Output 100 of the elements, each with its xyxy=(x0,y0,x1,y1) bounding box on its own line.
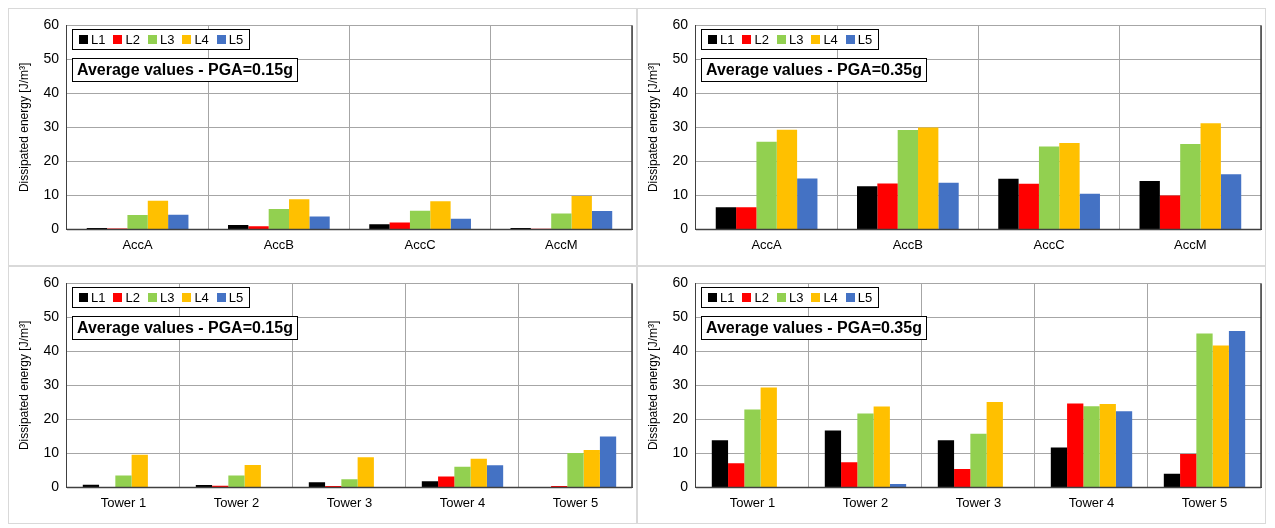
legend-label: L1 xyxy=(89,32,106,48)
y-tick-label: 40 xyxy=(672,84,689,101)
bar xyxy=(369,224,390,229)
x-tick-label: AccA xyxy=(751,236,783,252)
legend-label: L3 xyxy=(158,290,175,306)
bar xyxy=(567,453,584,487)
bar xyxy=(1196,333,1213,487)
bar xyxy=(986,402,1003,487)
bar xyxy=(228,475,245,487)
x-tick-label: AccC xyxy=(404,236,436,252)
y-tick-label: 20 xyxy=(43,152,60,169)
bar xyxy=(744,409,761,487)
legend-label: L4 xyxy=(822,290,838,306)
bar xyxy=(1079,193,1100,229)
bar xyxy=(970,433,987,487)
bar xyxy=(715,207,737,229)
bar xyxy=(168,214,189,229)
y-tick-label: 20 xyxy=(43,410,60,427)
y-tick-label: 50 xyxy=(43,50,60,67)
bar xyxy=(841,462,858,487)
bar xyxy=(409,210,431,229)
bar xyxy=(268,209,290,229)
annotation: Average values - PGA=0.15g xyxy=(71,316,298,341)
bar xyxy=(1200,123,1221,229)
bar xyxy=(1115,411,1133,487)
bar xyxy=(430,201,451,229)
bar xyxy=(244,464,261,487)
x-tick-label: Tower 5 xyxy=(1181,494,1228,510)
bar xyxy=(937,440,955,487)
y-tick-label: 30 xyxy=(672,376,689,393)
bar xyxy=(938,182,959,229)
bar xyxy=(1228,331,1246,487)
bar xyxy=(289,199,310,229)
bar xyxy=(450,218,471,229)
x-tick-label: AccC xyxy=(1033,236,1065,252)
bar xyxy=(470,458,487,487)
bar xyxy=(760,387,777,487)
y-tick-label: 10 xyxy=(672,186,689,203)
bar xyxy=(897,130,919,229)
bar xyxy=(736,207,757,229)
bar xyxy=(918,127,939,229)
bar xyxy=(131,454,148,487)
y-tick-label: 10 xyxy=(43,186,60,203)
bar xyxy=(454,466,471,487)
bar xyxy=(1180,144,1201,229)
y-tick-label: 60 xyxy=(43,274,60,291)
y-tick-label: 30 xyxy=(43,118,60,135)
legend-label: L4 xyxy=(193,290,209,306)
x-tick-label: AccM xyxy=(1174,236,1207,252)
legend-label: L2 xyxy=(753,290,769,306)
annotation: Average values - PGA=0.35g xyxy=(700,316,927,341)
x-tick-label: Tower 1 xyxy=(100,494,147,510)
bar xyxy=(877,183,898,229)
y-axis-title: Dissipated energy [J/m³] xyxy=(16,62,31,193)
legend-label: L5 xyxy=(227,32,244,48)
y-tick-label: 10 xyxy=(43,444,60,461)
bar xyxy=(583,450,600,487)
legend-label: L2 xyxy=(124,290,140,306)
y-tick-label: 40 xyxy=(43,84,60,101)
y-tick-label: 60 xyxy=(43,16,60,33)
bar xyxy=(776,129,798,229)
legend-label: L3 xyxy=(158,32,175,48)
y-axis-title: Dissipated energy [J/m³] xyxy=(645,320,660,451)
bar xyxy=(857,413,874,487)
x-tick-label: AccB xyxy=(263,236,295,252)
bar xyxy=(389,222,410,229)
y-tick-label: 0 xyxy=(51,478,60,495)
y-tick-label: 50 xyxy=(43,308,60,325)
bar xyxy=(127,215,148,229)
bar xyxy=(857,186,878,229)
bar xyxy=(341,479,358,487)
bar xyxy=(1059,143,1080,229)
y-tick-label: 20 xyxy=(672,410,689,427)
y-tick-label: 50 xyxy=(672,308,689,325)
x-tick-label: Tower 2 xyxy=(213,494,260,510)
x-tick-label: AccB xyxy=(892,236,924,252)
bar xyxy=(308,482,326,487)
bar xyxy=(1099,404,1116,487)
bar xyxy=(1038,146,1060,229)
x-tick-label: AccM xyxy=(545,236,578,252)
y-tick-label: 30 xyxy=(672,118,689,135)
annotation: Average values - PGA=0.35g xyxy=(700,58,927,83)
legend-label: L5 xyxy=(856,32,873,48)
x-tick-label: Tower 2 xyxy=(842,494,889,510)
bar xyxy=(728,463,745,487)
bar xyxy=(309,216,330,229)
x-tick-label: Tower 4 xyxy=(1068,494,1115,510)
legend-label: L5 xyxy=(856,290,873,306)
bar xyxy=(228,224,249,229)
bar xyxy=(1180,454,1197,487)
bar xyxy=(998,178,1019,229)
bar xyxy=(571,196,592,229)
bar xyxy=(551,213,572,229)
y-tick-label: 40 xyxy=(672,342,689,359)
bar xyxy=(357,457,374,487)
legend-label: L1 xyxy=(89,290,106,306)
x-tick-label: AccA xyxy=(122,236,154,252)
bar xyxy=(1083,406,1100,487)
bar xyxy=(1050,447,1068,487)
legend-label: L4 xyxy=(822,32,838,48)
